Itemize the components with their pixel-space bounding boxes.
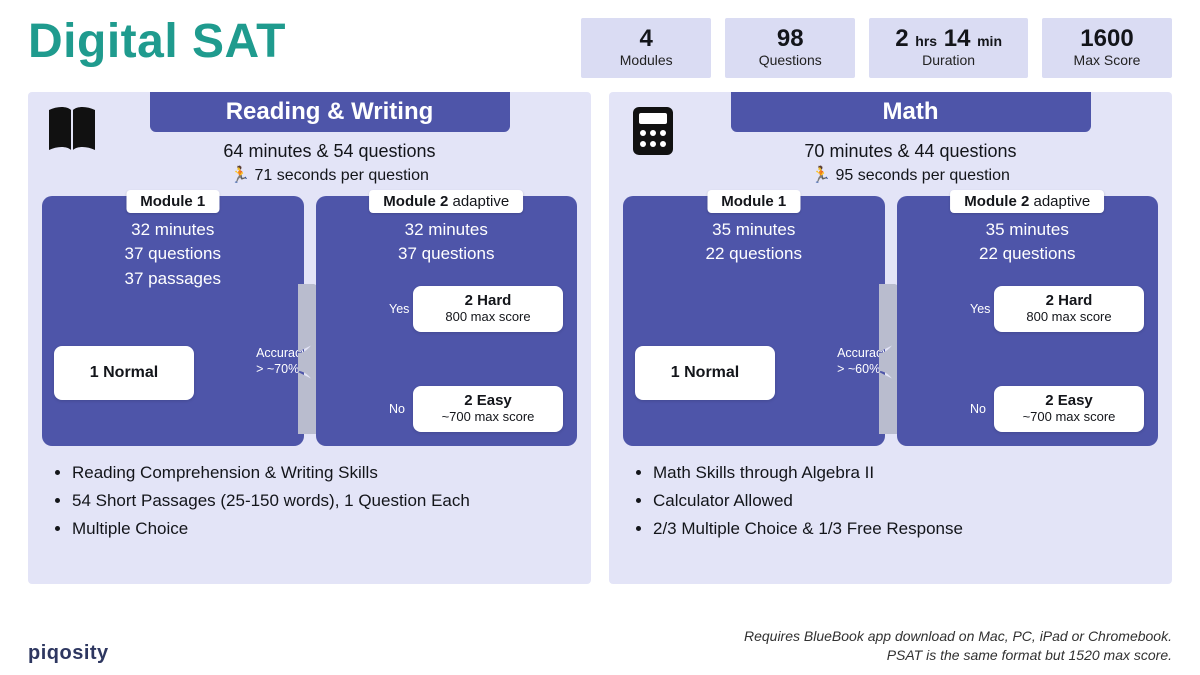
summary-line2: 🏃 71 seconds per question (110, 164, 549, 187)
module-badge: Module 2 adaptive (369, 190, 523, 213)
module-2: Module 2 adaptive 35 minutes 22 question… (897, 196, 1159, 446)
stat-label: Questions (751, 52, 829, 68)
bullet: Calculator Allowed (653, 488, 1150, 514)
yes-label: Yes (389, 302, 409, 316)
stat-duration: 2 hrs 14 min Duration (869, 18, 1028, 78)
module-badge: Module 1 (707, 190, 800, 213)
panel-math: Math 70 minutes & 44 questions 🏃 95 seco… (609, 92, 1172, 584)
stat-value: 2 hrs 14 min (895, 26, 1002, 52)
page-title: Digital SAT (28, 18, 567, 66)
module-1: Module 1 35 minutes 22 questions 1 Norma… (623, 196, 885, 446)
runner-icon: 🏃 (230, 167, 250, 184)
calculator-icon (623, 92, 683, 161)
sections-row: Reading & Writing 64 minutes & 54 questi… (0, 78, 1200, 584)
bullet: Math Skills through Algebra II (653, 460, 1150, 486)
module-2: Module 2 adaptive 32 minutes 37 question… (316, 196, 578, 446)
summary-line2: 🏃 95 seconds per question (691, 164, 1130, 187)
no-label: No (389, 402, 405, 416)
stat-label: Duration (895, 52, 1002, 68)
brand-logo: piqosity (28, 642, 109, 665)
bullet: 2/3 Multiple Choice & 1/3 Free Response (653, 516, 1150, 542)
stat-maxscore: 1600 Max Score (1042, 18, 1172, 78)
bullet: 54 Short Passages (25-150 words), 1 Ques… (72, 488, 569, 514)
bullet: Multiple Choice (72, 516, 569, 542)
header: Digital SAT 4 Modules 98 Questions 2 hrs… (0, 0, 1200, 78)
no-label: No (970, 402, 986, 416)
module-badge: Module 2 adaptive (950, 190, 1104, 213)
runner-icon: 🏃 (811, 167, 831, 184)
normal-pill: 1 Normal (635, 346, 775, 400)
section-title: Math (731, 92, 1091, 132)
bullets: Reading Comprehension & Writing Skills 5… (52, 460, 569, 543)
stat-value: 4 (607, 26, 685, 52)
summary-line1: 70 minutes & 44 questions (691, 138, 1130, 164)
section-title: Reading & Writing (150, 92, 510, 132)
stat-label: Max Score (1068, 52, 1146, 68)
bullets: Math Skills through Algebra II Calculato… (633, 460, 1150, 543)
modules-row: Module 1 32 minutes 37 questions 37 pass… (42, 196, 577, 446)
footnote: Requires BlueBook app download on Mac, P… (744, 627, 1172, 665)
module-1: Module 1 32 minutes 37 questions 37 pass… (42, 196, 304, 446)
easy-pill: No 2 Easy ~700 max score (994, 386, 1144, 432)
accuracy-label: Accuracy > ~60% (837, 345, 888, 378)
section-summary: 70 minutes & 44 questions 🏃 95 seconds p… (691, 138, 1130, 187)
normal-pill: 1 Normal (54, 346, 194, 400)
panel-reading-writing: Reading & Writing 64 minutes & 54 questi… (28, 92, 591, 584)
hard-pill: Yes 2 Hard 800 max score (994, 286, 1144, 332)
stat-value: 98 (751, 26, 829, 52)
bullet: Reading Comprehension & Writing Skills (72, 460, 569, 486)
stat-modules: 4 Modules (581, 18, 711, 78)
module-badge: Module 1 (126, 190, 219, 213)
accuracy-label: Accuracy > ~70% (256, 345, 307, 378)
yes-label: Yes (970, 302, 990, 316)
easy-pill: No 2 Easy ~700 max score (413, 386, 563, 432)
stat-label: Modules (607, 52, 685, 68)
section-summary: 64 minutes & 54 questions 🏃 71 seconds p… (110, 138, 549, 187)
stat-value: 1600 (1068, 26, 1146, 52)
summary-line1: 64 minutes & 54 questions (110, 138, 549, 164)
stat-questions: 98 Questions (725, 18, 855, 78)
book-icon (42, 92, 102, 157)
hard-pill: Yes 2 Hard 800 max score (413, 286, 563, 332)
modules-row: Module 1 35 minutes 22 questions 1 Norma… (623, 196, 1158, 446)
footer: piqosity Requires BlueBook app download … (28, 627, 1172, 665)
